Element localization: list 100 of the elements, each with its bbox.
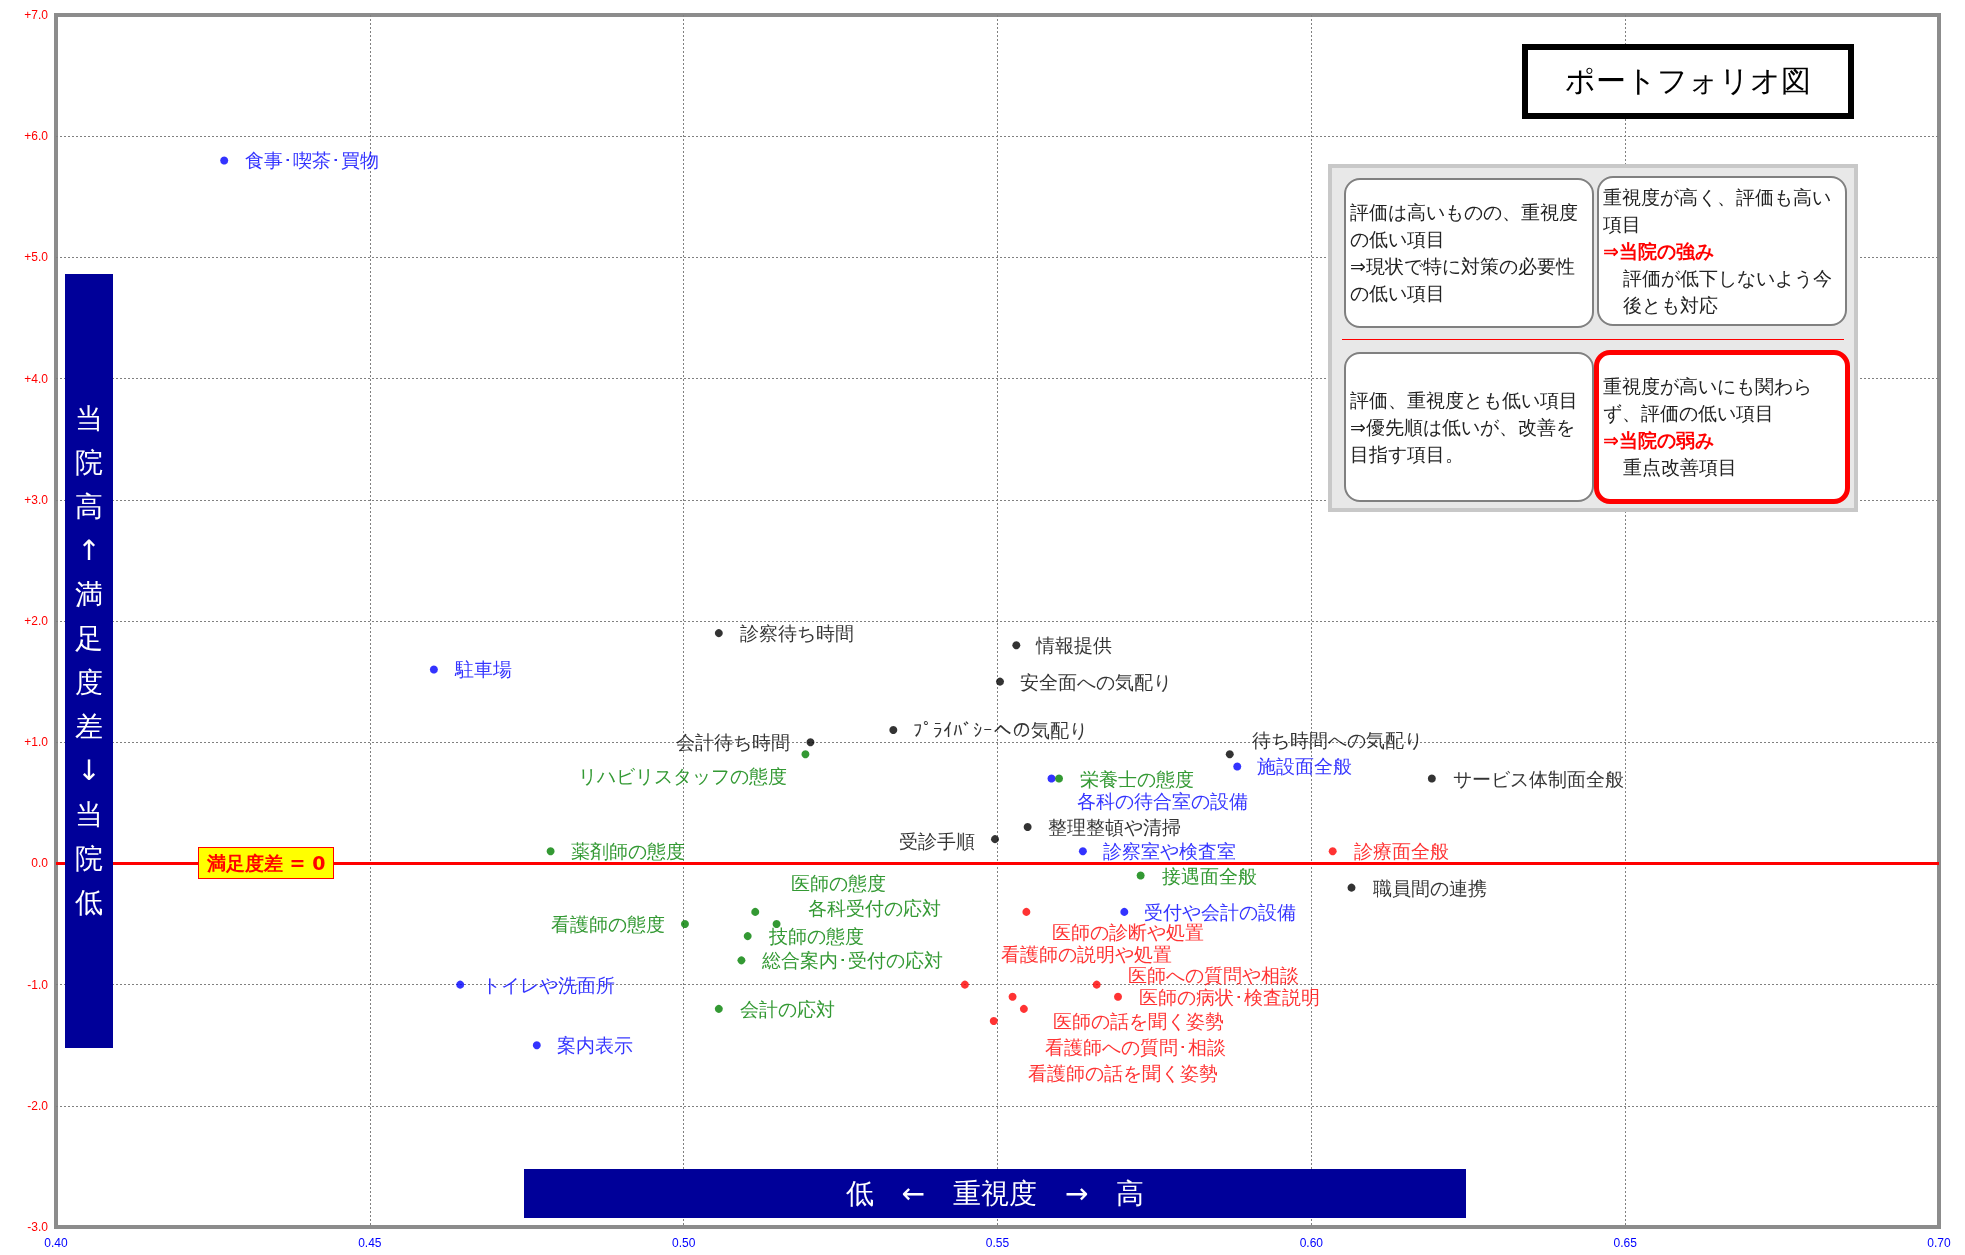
annotation: 案内表示: [556, 1034, 633, 1057]
point: [751, 907, 760, 916]
text: 当院高↑満足度差↓当院低: [75, 402, 103, 919]
point: [1023, 823, 1032, 832]
point: [456, 980, 465, 989]
annotation: ⇒当院の弱み: [1603, 428, 1715, 453]
annotation: 情報提供: [1035, 634, 1113, 657]
point: [889, 726, 898, 735]
annotation: 評価は高いものの、重視度の低い項目: [1350, 200, 1579, 252]
x-tick-label: 0.50: [671, 1236, 696, 1250]
point: [1136, 871, 1145, 880]
annotation: 診察待ち時間: [739, 622, 854, 645]
annotation: 看護師の話を聞く姿勢: [1027, 1061, 1218, 1084]
x-tick-label: 0.55: [985, 1236, 1010, 1250]
annotation: ⇒現状で特に対策の必要性の低い項目: [1350, 254, 1576, 306]
annotation: 医師の病状･検査説明: [1139, 985, 1321, 1008]
annotation: 看護師の説明や処置: [1000, 942, 1172, 965]
point: [1114, 992, 1123, 1001]
y-tick-label: +1.0: [24, 735, 49, 750]
annotation: 重視度が高いにも関わらず、評価の低い項目: [1603, 374, 1813, 426]
point: [991, 835, 999, 844]
point: [532, 1041, 541, 1050]
annotation: 待ち時間への気配り: [1251, 729, 1423, 752]
annotation: 接遇面全般: [1161, 864, 1257, 887]
point: [1347, 883, 1356, 892]
x-tick-label: 0.60: [1299, 1236, 1324, 1250]
annotation: 重視度が高く、評価も高い項目: [1603, 184, 1832, 237]
note-box: 重視度が高く、評価も高い項目 ⇒当院の強み 評価が低下しないよう今後とも対応: [1597, 176, 1847, 326]
y-tick-label: +3.0: [24, 492, 49, 507]
y-tick-label: +4.0: [24, 371, 49, 386]
annotation: 評価、重視度とも低い項目: [1350, 387, 1579, 413]
annotation: 医師の話を聞く姿勢: [1052, 1009, 1224, 1032]
annotation: 会計の応対: [739, 997, 835, 1020]
point: [429, 665, 438, 674]
annotation: ポートフォリオ図: [1522, 44, 1854, 119]
annotation: 重点改善項目: [1622, 455, 1738, 480]
point: [1120, 907, 1129, 916]
annotation: 総合案内･受付の応対: [761, 949, 944, 972]
point: [1225, 750, 1234, 759]
y-tick-label: 0.0: [31, 856, 49, 871]
point: [1022, 907, 1031, 916]
annotation: 看護師の態度: [550, 913, 665, 935]
annotation: 安全面への気配り: [1020, 670, 1173, 693]
annotation: 医師の態度: [791, 871, 887, 894]
y-tick-label: -2.0: [27, 1098, 49, 1113]
point: [546, 847, 555, 856]
annotation: ⇒優先順は低いが、改善を目指す項目。: [1350, 414, 1576, 467]
annotation: 会計待ち時間: [676, 731, 791, 754]
note-box: 重視度が高いにも関わらず、評価の低い項目 ⇒当院の弱み 重点改善項目: [1594, 350, 1850, 504]
point: [220, 156, 229, 165]
point: [989, 1016, 998, 1025]
y-tick-label: -1.0: [27, 977, 49, 992]
y-tick-label: -3.0: [27, 1220, 49, 1234]
point: [1047, 774, 1056, 783]
note-box: 評価は高いものの、重視度の低い項目 ⇒現状で特に対策の必要性の低い項目: [1344, 178, 1594, 328]
point: [680, 920, 689, 928]
annotation: 各科の待合室の設備: [1077, 789, 1249, 812]
annotation: リハビリスタッフの態度: [578, 765, 788, 788]
annotation: トイレや洗面所: [482, 973, 616, 996]
point: [996, 677, 1005, 686]
annotation: 診療面全般: [1353, 840, 1449, 863]
point: [1092, 980, 1101, 989]
point: [1019, 1004, 1028, 1013]
point: [1055, 774, 1064, 783]
point: [714, 629, 723, 638]
annotation: 施設面全般: [1257, 755, 1353, 778]
point: [1078, 847, 1087, 856]
ref-line-label: 満足度差 = 0: [198, 847, 335, 880]
x-tick-label: 0.65: [1613, 1236, 1638, 1250]
annotation: ﾌﾟﾗｲﾊﾞｼｰへの気配り: [913, 719, 1089, 742]
point: [960, 980, 969, 989]
y-tick-label: +7.0: [24, 8, 49, 22]
annotation: 評価が低下しないよう今後とも対応: [1622, 265, 1833, 318]
annotation: 栄養士の態度: [1080, 767, 1195, 790]
annotation: 食事･喫茶･買物: [245, 149, 380, 172]
point: [801, 750, 810, 759]
annotation: 薬剤師の態度: [570, 840, 685, 863]
annotation: 医師への質問や相談: [1127, 963, 1299, 986]
annotation: 整理整頓や清掃: [1047, 816, 1181, 839]
annotation: 各科受付の応対: [807, 897, 941, 919]
point: [1233, 762, 1242, 771]
annotation: 職員間の連携: [1372, 876, 1487, 899]
point: [743, 932, 752, 941]
annotation: 診察室や検査室: [1102, 840, 1236, 863]
note-box: 評価、重視度とも低い項目 ⇒優先順は低いが、改善を目指す項目。: [1344, 352, 1594, 502]
y-tick-label: +6.0: [24, 129, 49, 144]
point: [714, 1004, 723, 1013]
annotation: 技師の態度: [767, 925, 864, 948]
x-tick-label: 0.40: [44, 1236, 68, 1250]
annotation: 駐車場: [453, 658, 512, 681]
annotation: 受付や会計の設備: [1144, 900, 1297, 923]
x-tick-label: 0.70: [1927, 1236, 1951, 1250]
x-tick-label: 0.45: [358, 1236, 382, 1250]
y-tick-label: +2.0: [24, 614, 49, 628]
point: [806, 738, 815, 747]
point: [1328, 847, 1337, 856]
point: [1008, 992, 1017, 1001]
annotation: サービス体制面全般: [1452, 767, 1624, 790]
annotation: ⇒当院の強み: [1603, 238, 1715, 264]
point: [737, 956, 746, 965]
